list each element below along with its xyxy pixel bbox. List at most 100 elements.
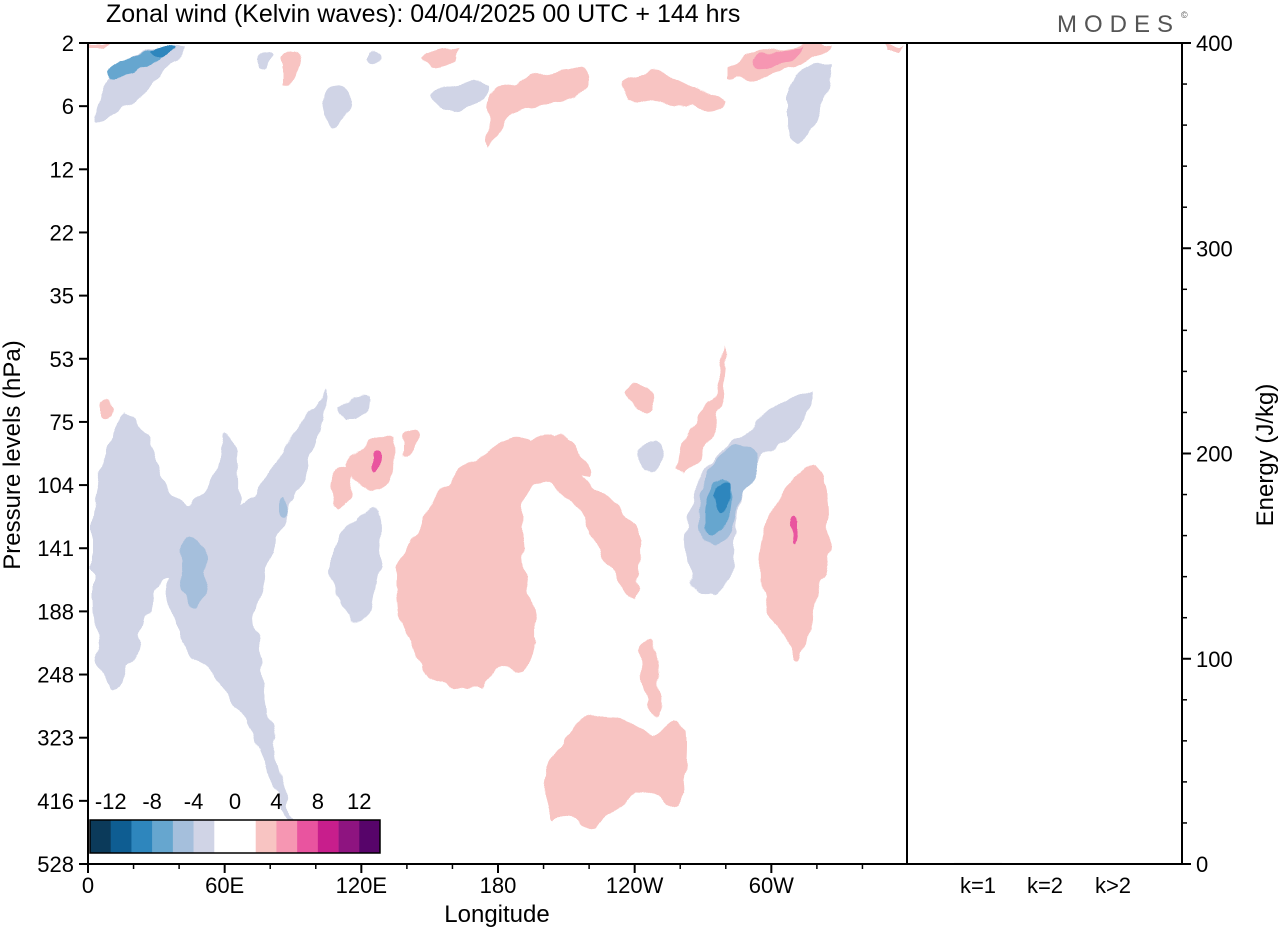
contour-region	[544, 714, 687, 828]
energy-bar-label: k=2	[1027, 873, 1063, 898]
contour-region	[258, 50, 272, 71]
y-tick-label: 22	[50, 220, 74, 245]
energy-bars	[954, 862, 1137, 864]
colorbar-label: 12	[347, 789, 371, 814]
logo-copyright-mark: ©	[1181, 10, 1188, 20]
x-tick-label: 60W	[749, 873, 794, 898]
y-tick-label: 248	[37, 663, 74, 688]
contour-region	[88, 44, 110, 48]
contour-region	[100, 399, 114, 418]
contour-region	[623, 71, 726, 112]
contour-region	[92, 392, 326, 830]
contour-region	[106, 46, 166, 79]
energy-tick-label: 100	[1196, 647, 1233, 672]
energy-bar-label: k=1	[960, 873, 996, 898]
contour-region	[330, 508, 383, 623]
y-axis-label: Pressure levels (hPa)	[0, 340, 26, 569]
contour-region	[640, 638, 661, 716]
contour-region	[365, 50, 378, 66]
x-tick-label: 60E	[205, 873, 244, 898]
energy-tick-label: 400	[1196, 31, 1233, 56]
colorbar-frame	[89, 819, 381, 854]
contour-region	[278, 497, 288, 517]
contour-region	[625, 385, 656, 414]
x-tick-label: 180	[480, 873, 517, 898]
colorbar-swatch	[90, 820, 112, 853]
x-tick-label: 120E	[336, 873, 387, 898]
colorbar-label: 8	[312, 789, 324, 814]
contour-region	[790, 517, 797, 547]
energy-tick-label: 200	[1196, 442, 1233, 467]
energy-panel-frame	[906, 42, 1183, 865]
colorbar-swatch	[131, 820, 153, 853]
contour-region	[759, 464, 830, 661]
colorbar-label: 0	[229, 789, 241, 814]
colorbar-swatch	[110, 820, 132, 853]
y-tick-label: 75	[50, 410, 74, 435]
contour-region	[395, 430, 641, 690]
energy-axis-label: Energy (J/kg)	[1252, 384, 1279, 527]
contour-region	[751, 46, 805, 69]
colorbar: -12 -8 -4 0 4 8 12	[89, 789, 381, 854]
energy-bar	[1089, 863, 1137, 864]
colorbar-swatch	[193, 820, 215, 853]
contour-shapes	[88, 44, 905, 830]
contour-region	[714, 478, 730, 511]
y-tick-label: 2	[62, 31, 74, 56]
x-tick-label: 120W	[606, 873, 664, 898]
colorbar-swatch	[359, 820, 381, 853]
contour-panel	[87, 42, 908, 865]
y-tick-label: 6	[62, 94, 74, 119]
y-tick-label: 528	[37, 852, 74, 877]
y-tick-label: 323	[37, 726, 74, 751]
energy-panel	[906, 42, 1183, 865]
colorbar-swatch	[172, 820, 194, 853]
axes: 0 60E 120E 180 120W 60W 2 6 12 22 35 53 75 104 141 188 2…	[37, 31, 1232, 898]
energy-bar-label: k>2	[1095, 873, 1131, 898]
y-tick-label: 12	[50, 157, 74, 182]
contour-region	[424, 48, 460, 68]
colorbar-swatch	[214, 820, 236, 853]
colorbar-swatch	[276, 820, 298, 853]
colorbar-swatch	[297, 820, 319, 853]
colorbar-label: 4	[270, 789, 282, 814]
contour-region	[430, 82, 490, 110]
energy-bar	[954, 862, 1002, 864]
y-tick-label: 104	[37, 473, 74, 498]
y-tick-label: 35	[50, 284, 74, 309]
modes-logo: MODES	[1057, 11, 1180, 38]
contour-region	[402, 429, 416, 456]
contour-region	[790, 63, 832, 144]
chart-title: Zonal wind (Kelvin waves): 04/04/2025 00…	[106, 0, 740, 28]
colorbar-swatch	[235, 820, 257, 853]
contour-region	[885, 44, 905, 50]
contour-region	[152, 44, 176, 55]
contour-region	[330, 463, 354, 510]
contour-region	[487, 68, 590, 148]
y-tick-label: 141	[37, 536, 74, 561]
contour-region	[370, 450, 381, 473]
y-tick-label: 53	[50, 347, 74, 372]
y-tick-label: 416	[37, 789, 74, 814]
colorbar-swatch	[338, 820, 360, 853]
contour-region	[535, 433, 591, 480]
x-axis-label: Longitude	[444, 901, 549, 928]
colorbar-label: -4	[184, 789, 204, 814]
contour-region	[180, 539, 207, 609]
contour-region	[94, 44, 185, 120]
contour-region	[340, 397, 372, 418]
x-tick-label: 0	[82, 873, 94, 898]
colorbar-swatch	[255, 820, 277, 853]
colorbar-swatch	[152, 820, 174, 853]
energy-bar	[1021, 863, 1069, 864]
wind-contours	[88, 44, 905, 830]
energy-tick-label: 300	[1196, 236, 1233, 261]
energy-tick-label: 0	[1196, 852, 1208, 877]
contour-region	[282, 51, 300, 88]
contour-region	[640, 442, 665, 472]
contour-region	[678, 345, 728, 475]
y-tick-label: 188	[37, 599, 74, 624]
colorbar-swatch	[317, 820, 339, 853]
colorbar-label: -8	[142, 789, 162, 814]
